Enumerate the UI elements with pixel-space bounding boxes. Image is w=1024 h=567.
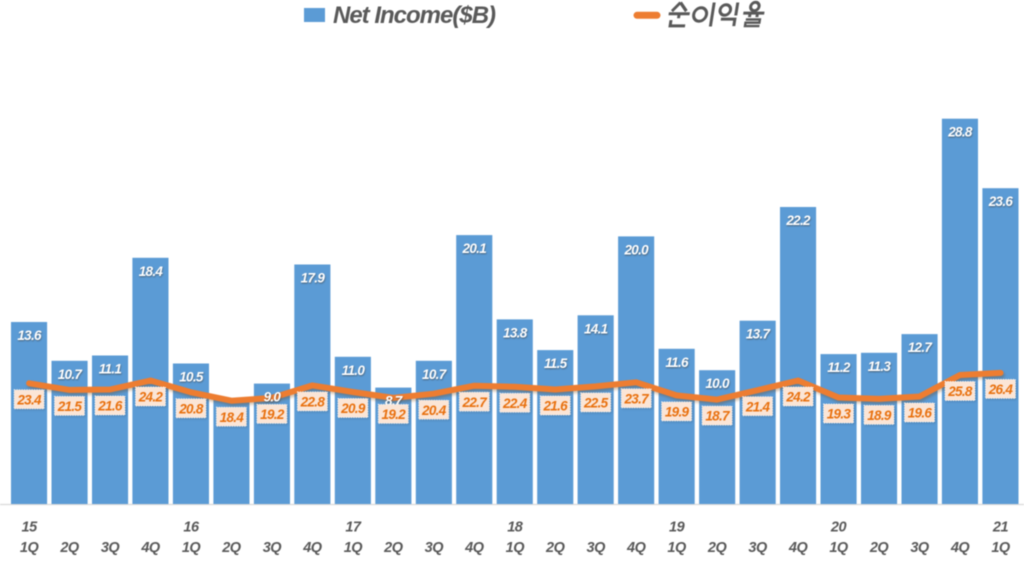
svg-text:26.4: 26.4	[988, 382, 1014, 397]
svg-text:10.5: 10.5	[179, 370, 204, 385]
svg-text:20: 20	[830, 520, 847, 536]
svg-text:22.5: 22.5	[583, 396, 609, 411]
svg-text:20.4: 20.4	[421, 403, 447, 418]
svg-text:20.8: 20.8	[178, 401, 204, 416]
svg-text:11.5: 11.5	[544, 356, 568, 371]
svg-text:14.1: 14.1	[584, 321, 608, 336]
svg-text:3Q: 3Q	[748, 540, 768, 556]
svg-text:1Q: 1Q	[20, 540, 40, 556]
svg-text:22.7: 22.7	[462, 395, 489, 410]
svg-text:2Q: 2Q	[383, 540, 404, 556]
svg-text:2Q: 2Q	[59, 540, 80, 556]
svg-text:18.4: 18.4	[139, 264, 164, 279]
svg-text:15: 15	[22, 520, 39, 536]
svg-text:18.7: 18.7	[705, 409, 731, 424]
svg-text:11.6: 11.6	[665, 355, 689, 370]
svg-text:1Q: 1Q	[182, 540, 202, 556]
svg-text:1Q: 1Q	[991, 540, 1011, 556]
svg-text:11.1: 11.1	[99, 362, 122, 377]
svg-text:3Q: 3Q	[263, 540, 283, 556]
svg-text:19.9: 19.9	[665, 405, 690, 420]
svg-text:13.7: 13.7	[746, 327, 772, 342]
svg-text:21.5: 21.5	[57, 399, 83, 414]
svg-text:22.2: 22.2	[785, 213, 811, 228]
svg-text:11.0: 11.0	[342, 363, 366, 378]
svg-text:23.7: 23.7	[623, 391, 650, 406]
svg-text:10.7: 10.7	[422, 367, 448, 382]
svg-text:17: 17	[345, 520, 362, 536]
svg-text:13.8: 13.8	[503, 325, 528, 340]
svg-text:24.2: 24.2	[785, 390, 811, 405]
svg-text:4Q: 4Q	[788, 540, 809, 556]
svg-text:18.4: 18.4	[220, 410, 245, 425]
svg-text:10.0: 10.0	[705, 376, 730, 391]
svg-text:1Q: 1Q	[829, 540, 849, 556]
svg-text:20.1: 20.1	[462, 241, 487, 256]
svg-text:Net Income($B): Net Income($B)	[333, 2, 496, 29]
svg-text:18: 18	[507, 520, 524, 536]
svg-text:20.0: 20.0	[623, 242, 649, 257]
svg-text:2Q: 2Q	[869, 540, 890, 556]
svg-text:12.7: 12.7	[908, 340, 934, 355]
svg-text:9.0: 9.0	[264, 390, 282, 405]
svg-text:23.4: 23.4	[16, 392, 42, 407]
svg-text:2Q: 2Q	[707, 540, 728, 556]
svg-text:18.9: 18.9	[867, 408, 892, 423]
svg-text:3Q: 3Q	[425, 540, 445, 556]
svg-text:1Q: 1Q	[506, 540, 526, 556]
svg-text:4Q: 4Q	[140, 540, 161, 556]
svg-text:16: 16	[183, 520, 200, 536]
svg-text:21.6: 21.6	[97, 399, 123, 414]
svg-text:21.6: 21.6	[542, 399, 568, 414]
svg-text:20.9: 20.9	[340, 401, 366, 416]
svg-text:4Q: 4Q	[626, 540, 647, 556]
svg-text:25.8: 25.8	[947, 384, 973, 399]
svg-text:11.2: 11.2	[827, 360, 851, 375]
svg-text:3Q: 3Q	[587, 540, 607, 556]
svg-text:2Q: 2Q	[545, 540, 566, 556]
svg-text:22.4: 22.4	[502, 396, 528, 411]
svg-text:19.2: 19.2	[382, 407, 407, 422]
svg-text:4Q: 4Q	[950, 540, 971, 556]
svg-text:22.8: 22.8	[300, 395, 326, 410]
svg-text:3Q: 3Q	[101, 540, 121, 556]
svg-text:23.6: 23.6	[988, 194, 1014, 209]
svg-text:3Q: 3Q	[910, 540, 930, 556]
svg-text:11.3: 11.3	[868, 359, 892, 374]
svg-text:4Q: 4Q	[302, 540, 323, 556]
svg-text:19: 19	[669, 520, 685, 536]
svg-text:19.2: 19.2	[260, 407, 285, 422]
svg-text:21.4: 21.4	[745, 399, 771, 414]
svg-text:1Q: 1Q	[344, 540, 364, 556]
svg-text:1Q: 1Q	[667, 540, 687, 556]
svg-text:17.9: 17.9	[301, 271, 326, 286]
svg-text:21: 21	[992, 520, 1009, 536]
svg-text:24.2: 24.2	[138, 390, 164, 405]
svg-text:19.6: 19.6	[908, 406, 933, 421]
svg-text:13.6: 13.6	[17, 328, 42, 343]
svg-text:28.8: 28.8	[947, 125, 973, 140]
svg-text:10.7: 10.7	[58, 367, 84, 382]
svg-text:4Q: 4Q	[464, 540, 485, 556]
svg-text:19.3: 19.3	[827, 407, 852, 422]
svg-text:2Q: 2Q	[221, 540, 242, 556]
